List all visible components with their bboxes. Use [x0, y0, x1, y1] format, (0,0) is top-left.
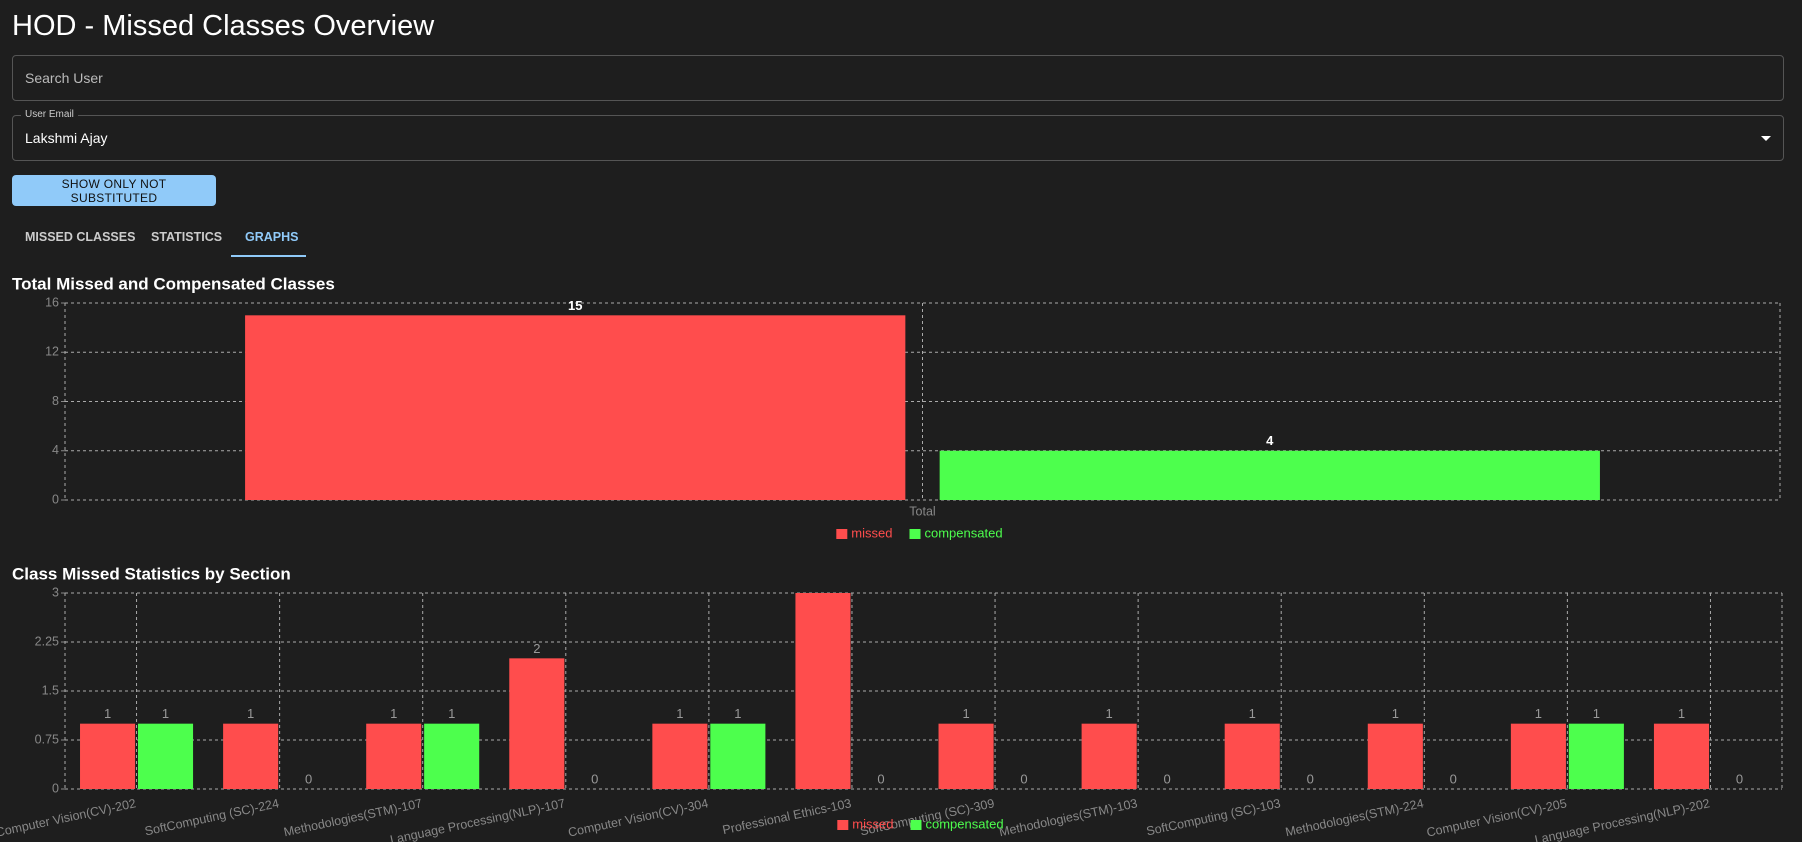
value-label: 1	[247, 706, 254, 721]
bar	[245, 315, 906, 500]
value-label: 1	[162, 706, 169, 721]
chart-title: Total Missed and Compensated Classes	[12, 274, 335, 293]
legend-swatch	[837, 820, 849, 830]
legend-label: compensated	[925, 525, 1003, 540]
legend-swatch	[909, 529, 921, 539]
bar	[1224, 723, 1280, 789]
select-label: User Email	[21, 109, 78, 120]
value-label: 1	[1678, 706, 1685, 721]
bar	[1510, 723, 1566, 789]
value-label: 2	[533, 641, 540, 656]
legend-label: missed	[851, 525, 892, 540]
y-tick-label: 8	[52, 394, 59, 408]
user-select[interactable]: User Email Lakshmi Ajay	[12, 109, 1784, 161]
chart-title: Class Missed Statistics by Section	[12, 564, 291, 583]
legend-swatch	[910, 820, 922, 830]
value-label: 15	[568, 298, 582, 313]
legend-label: missed	[852, 816, 893, 831]
value-label: 1	[1249, 706, 1256, 721]
tab[interactable]: GRAPHS	[245, 230, 299, 244]
value-label: 1	[104, 706, 111, 721]
search-placeholder: Search User	[25, 70, 103, 86]
bar	[80, 723, 136, 789]
value-label: 4	[1266, 433, 1274, 448]
value-label: 1	[1535, 706, 1542, 721]
bar	[939, 450, 1600, 500]
bar	[938, 723, 994, 789]
filter-button[interactable]: SHOW ONLY NOT SUBSTITUTED	[12, 175, 216, 206]
y-tick-label: 4	[52, 443, 59, 457]
bar	[424, 723, 480, 789]
legend-swatch	[836, 529, 848, 539]
bar	[1568, 723, 1624, 789]
y-tick-label: 0	[52, 492, 59, 506]
tab[interactable]: MISSED CLASSES	[25, 230, 136, 244]
bar	[710, 723, 766, 789]
page-title: HOD - Missed Classes Overview	[12, 10, 435, 42]
y-tick-label: 12	[45, 345, 59, 359]
value-label: 0	[1307, 771, 1314, 786]
select-value: Lakshmi Ajay	[25, 130, 108, 146]
value-label: 1	[390, 706, 397, 721]
x-tick-label: Computer Vision(CV)-202	[0, 796, 137, 839]
bar	[223, 723, 279, 789]
value-label: 0	[1736, 771, 1743, 786]
bar	[1081, 723, 1137, 789]
search-field[interactable]: Search User	[12, 55, 1784, 101]
value-label: 0	[1020, 771, 1027, 786]
bar	[652, 723, 708, 789]
bar	[509, 658, 565, 789]
value-label: 1	[676, 706, 683, 721]
bar	[1653, 723, 1710, 789]
value-label: 0	[1450, 771, 1457, 786]
value-label: 0	[305, 771, 312, 786]
y-tick-label: 16	[45, 295, 59, 309]
dropdown-caret	[1761, 136, 1771, 141]
legend-label: compensated	[926, 816, 1004, 831]
tab[interactable]: STATISTICS	[151, 230, 223, 244]
value-label: 1	[1106, 706, 1113, 721]
bar	[1367, 723, 1423, 789]
bar	[795, 593, 851, 789]
x-tick-label: Methodologies(STM)-224	[1284, 796, 1425, 839]
x-tick-label: Methodologies(STM)-103	[998, 796, 1139, 839]
value-label: 1	[734, 706, 741, 721]
value-label: 0	[877, 771, 884, 786]
x-tick-label: Computer Vision(CV)-304	[567, 796, 710, 839]
value-label: 1	[1593, 706, 1600, 721]
y-tick-label: 0.75	[35, 732, 59, 746]
value-label: 0	[1163, 771, 1170, 786]
bar	[366, 723, 422, 789]
y-tick-label: 1.5	[42, 683, 59, 697]
value-label: 0	[591, 771, 598, 786]
value-label: 1	[448, 706, 455, 721]
bar	[137, 723, 194, 789]
x-tick-label: SoftComputing (SC)-103	[1145, 796, 1282, 838]
x-tick-label: Professional Ethics-103	[721, 796, 852, 837]
tab-indicator	[231, 255, 306, 257]
y-tick-label: 3	[52, 585, 59, 599]
value-label: 1	[1392, 706, 1399, 721]
value-label: 1	[962, 706, 969, 721]
x-tick-label: SoftComputing (SC)-224	[143, 796, 280, 838]
y-tick-label: 2.25	[35, 634, 59, 648]
x-tick-label: Total	[909, 504, 935, 518]
y-tick-label: 0	[52, 781, 59, 795]
